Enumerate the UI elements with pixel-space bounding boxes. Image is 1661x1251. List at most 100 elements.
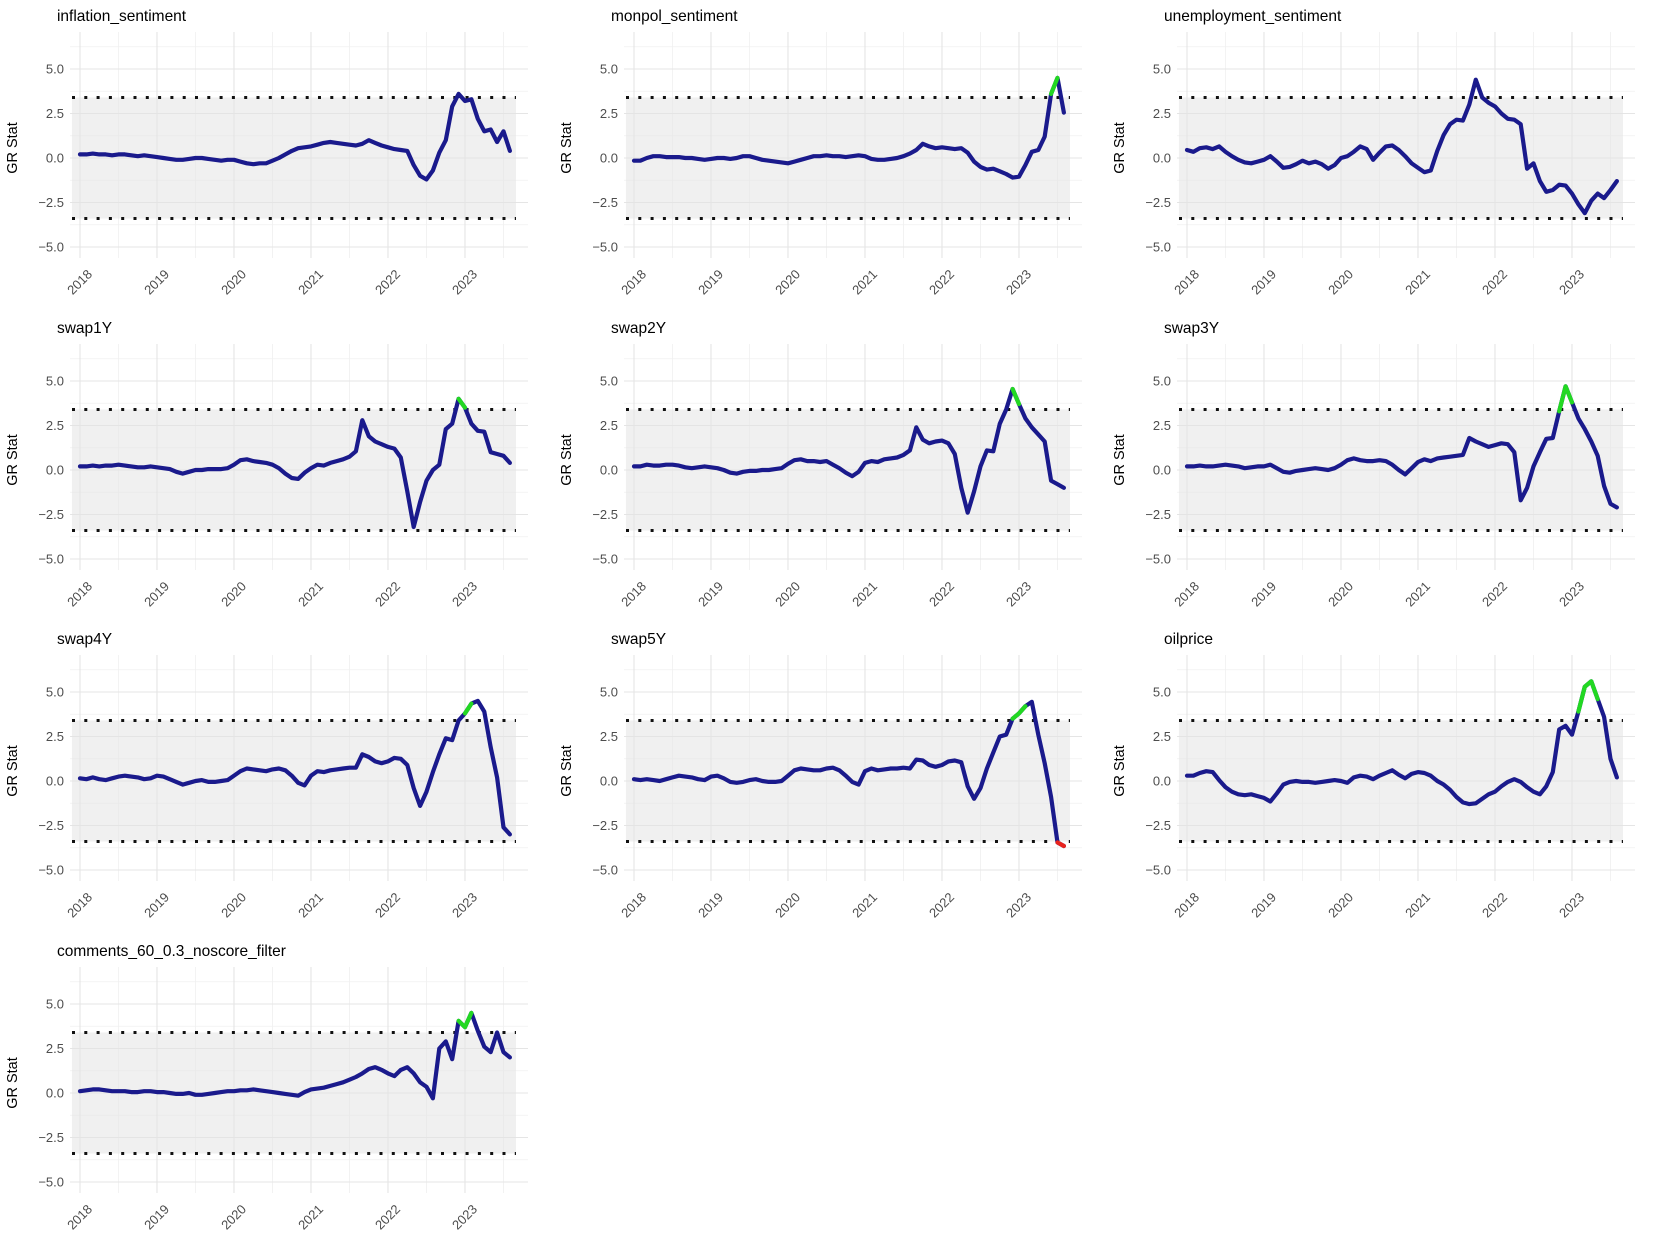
x-tick-label: 2022 bbox=[926, 578, 957, 609]
y-tick-label: 0.0 bbox=[600, 150, 618, 165]
series-line bbox=[77, 91, 512, 182]
chart-title: swap3Y bbox=[1164, 320, 1219, 337]
x-tick-label: 2018 bbox=[618, 267, 649, 298]
y-axis-label: GR Stat bbox=[5, 122, 21, 174]
chart-svg: monpol_sentiment GR Stat 5.0 2.5 0.0 −2.5 −5.0… bbox=[559, 8, 1082, 298]
series-highlight-green bbox=[1010, 704, 1028, 721]
y-tick-label: −2.5 bbox=[1146, 506, 1172, 521]
x-tick-label: 2023 bbox=[449, 890, 480, 921]
y-axis-label: GR Stat bbox=[5, 1057, 21, 1109]
x-tick-label: 2021 bbox=[295, 1201, 326, 1232]
y-tick-label: 5.0 bbox=[46, 996, 64, 1011]
chart-svg: comments_60_0.3_noscore_filter GR Stat 5.0… bbox=[5, 943, 528, 1232]
x-tick-label: 2020 bbox=[218, 1201, 249, 1232]
y-axis-label: GR Stat bbox=[1112, 745, 1128, 797]
facet-swap4Y: swap4Y GR Stat 5.0 2.5 0.0 −2.5 −5.0 2018 2019 20… bbox=[0, 623, 554, 935]
y-tick-label: 5.0 bbox=[46, 685, 64, 700]
y-tick-label: −2.5 bbox=[592, 818, 618, 833]
chart-title: monpol_sentiment bbox=[611, 8, 738, 25]
facet-swap1Y: swap1Y GR Stat 5.0 2.5 0.0 −2.5 −5.0 2018 2019 20… bbox=[0, 312, 554, 624]
x-tick-label: 2021 bbox=[1402, 267, 1433, 298]
x-tick-label: 2023 bbox=[449, 1201, 480, 1232]
x-tick-label: 2018 bbox=[1171, 578, 1202, 609]
y-tick-label: 0.0 bbox=[46, 150, 64, 165]
y-tick-label: 0.0 bbox=[1153, 773, 1171, 788]
y-tick-label: −5.0 bbox=[592, 551, 618, 566]
x-tick-label: 2022 bbox=[926, 267, 957, 298]
x-tick-label: 2022 bbox=[372, 890, 403, 921]
x-tick-label: 2023 bbox=[1003, 890, 1034, 921]
facet-monpol_sentiment: monpol_sentiment GR Stat 5.0 2.5 0.0 −2.5 −5.0… bbox=[554, 0, 1108, 312]
series-highlight-green bbox=[462, 701, 474, 716]
y-tick-label: −2.5 bbox=[592, 195, 618, 210]
facet-unemployment_sentiment: unemployment_sentiment GR Stat 5.0 2.5 0.0 −2… bbox=[1107, 0, 1661, 312]
y-tick-label: 2.5 bbox=[600, 106, 618, 121]
y-tick-label: 2.5 bbox=[46, 729, 64, 744]
x-tick-label: 2023 bbox=[1556, 578, 1587, 609]
x-tick-label: 2020 bbox=[218, 578, 249, 609]
y-tick-label: −2.5 bbox=[592, 506, 618, 521]
x-tick-label: 2022 bbox=[372, 267, 403, 298]
series-line bbox=[1185, 77, 1620, 216]
threshold-band bbox=[625, 720, 1070, 842]
x-tick-label: 2021 bbox=[849, 267, 880, 298]
x-tick-label: 2020 bbox=[772, 267, 803, 298]
series-highlight-green bbox=[456, 396, 468, 410]
facet-swap3Y: swap3Y GR Stat 5.0 2.5 0.0 −2.5 −5.0 2018 2019 20… bbox=[1107, 312, 1661, 624]
y-axis-label: GR Stat bbox=[559, 745, 575, 797]
x-tick-label: 2021 bbox=[1402, 578, 1433, 609]
y-tick-label: 0.0 bbox=[600, 773, 618, 788]
y-axis-label: GR Stat bbox=[1112, 122, 1128, 174]
series-highlight-red bbox=[1055, 840, 1066, 849]
series-highlight-green bbox=[1576, 679, 1601, 714]
x-tick-label: 2018 bbox=[618, 890, 649, 921]
x-tick-label: 2023 bbox=[1003, 267, 1034, 298]
x-tick-label: 2018 bbox=[64, 267, 95, 298]
y-tick-label: −2.5 bbox=[1146, 818, 1172, 833]
facet-comments_60_0.3_noscore_filter: comments_60_0.3_noscore_filter GR Stat 5.0… bbox=[0, 935, 554, 1247]
y-tick-label: −2.5 bbox=[1146, 195, 1172, 210]
series-highlight-green bbox=[1048, 75, 1060, 97]
x-tick-label: 2020 bbox=[218, 267, 249, 298]
chart-title: unemployment_sentiment bbox=[1164, 8, 1342, 25]
chart-title: inflation_sentiment bbox=[57, 8, 187, 25]
series-highlight-green bbox=[456, 1010, 474, 1029]
y-tick-label: 0.0 bbox=[46, 462, 64, 477]
x-tick-label: 2019 bbox=[1248, 578, 1279, 609]
chart-title: oilprice bbox=[1164, 631, 1213, 648]
x-tick-label: 2018 bbox=[64, 578, 95, 609]
x-tick-label: 2019 bbox=[1248, 890, 1279, 921]
y-axis-label: GR Stat bbox=[1112, 434, 1128, 486]
y-tick-label: 0.0 bbox=[46, 773, 64, 788]
threshold-band bbox=[625, 408, 1070, 531]
y-tick-label: 2.5 bbox=[600, 418, 618, 433]
y-tick-label: 2.5 bbox=[1153, 729, 1171, 744]
x-tick-label: 2021 bbox=[1402, 890, 1433, 921]
y-tick-label: 5.0 bbox=[600, 62, 618, 77]
x-tick-label: 2021 bbox=[295, 578, 326, 609]
x-tick-label: 2022 bbox=[1479, 267, 1510, 298]
y-tick-label: −5.0 bbox=[38, 1174, 64, 1189]
x-tick-label: 2018 bbox=[1171, 890, 1202, 921]
x-tick-label: 2021 bbox=[849, 578, 880, 609]
y-tick-label: 0.0 bbox=[1153, 150, 1171, 165]
y-tick-label: 5.0 bbox=[46, 373, 64, 388]
x-tick-label: 2023 bbox=[1003, 578, 1034, 609]
chart-title: swap5Y bbox=[611, 631, 666, 648]
y-tick-label: 2.5 bbox=[1153, 418, 1171, 433]
y-tick-label: −2.5 bbox=[38, 195, 64, 210]
x-tick-label: 2018 bbox=[618, 578, 649, 609]
y-axis-label: GR Stat bbox=[5, 745, 21, 797]
y-tick-label: −2.5 bbox=[38, 506, 64, 521]
x-tick-label: 2023 bbox=[449, 267, 480, 298]
facet-swap5Y: swap5Y GR Stat 5.0 2.5 0.0 −2.5 −5.0 2018 2019 20… bbox=[554, 623, 1108, 935]
y-axis-label: GR Stat bbox=[5, 434, 21, 486]
x-tick-label: 2021 bbox=[295, 890, 326, 921]
y-axis-label: GR Stat bbox=[559, 434, 575, 486]
chart-title: swap2Y bbox=[611, 320, 666, 337]
y-tick-label: −5.0 bbox=[1146, 239, 1172, 254]
